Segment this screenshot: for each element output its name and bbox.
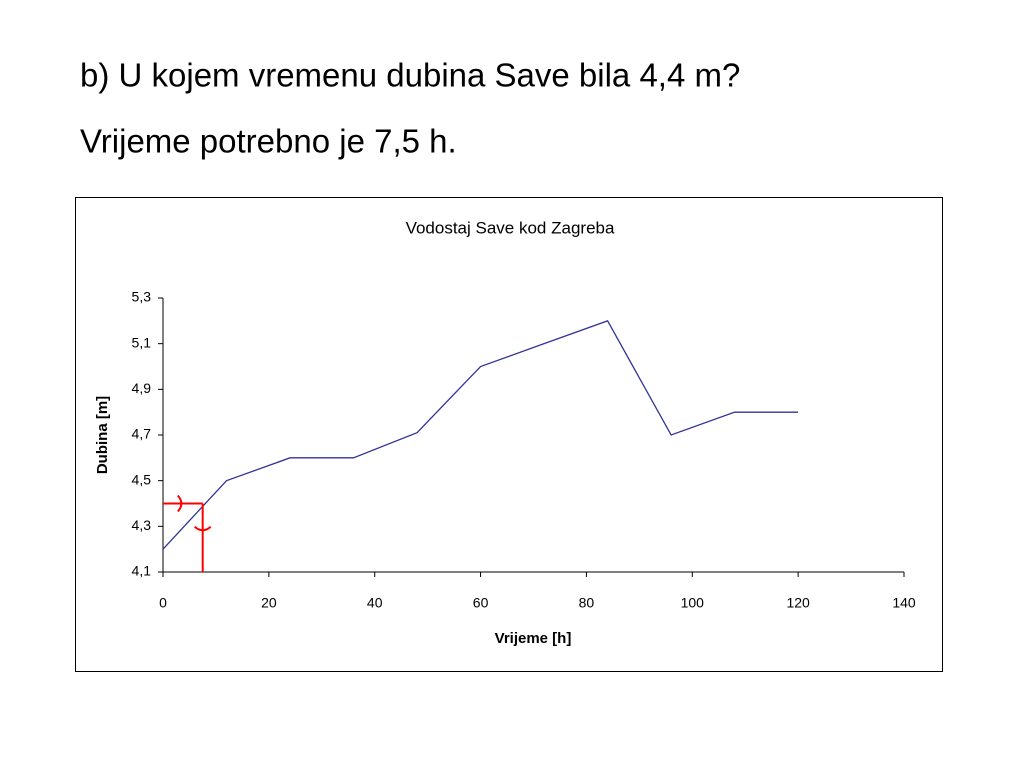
y-tick-label: 4,9	[132, 380, 152, 396]
answer: Vrijeme potrebno je 7,5 h.	[80, 123, 457, 160]
y-tick-label: 4,5	[132, 471, 152, 487]
y-axis-label: Dubina [m]	[94, 396, 111, 474]
x-tick-label: 20	[261, 595, 277, 611]
y-tick-label: 4,1	[132, 563, 152, 579]
x-tick-label: 140	[892, 595, 916, 611]
x-axis-label: Vrijeme [h]	[495, 630, 572, 647]
question: b) U kojem vremenu dubina Save bila 4,4 …	[80, 57, 740, 94]
x-tick-label: 0	[159, 595, 167, 611]
chart-title: Vodostaj Save kod Zagreba	[406, 218, 615, 237]
x-tick-label: 40	[367, 595, 383, 611]
arrow-head	[177, 494, 183, 513]
y-tick-label: 4,3	[132, 517, 152, 533]
data-line	[162, 320, 799, 550]
x-tick-label: 80	[579, 595, 595, 611]
x-tick-label: 100	[681, 595, 705, 611]
chart-frame	[75, 197, 943, 672]
y-tick-label: 5,1	[132, 334, 152, 350]
x-tick-label: 120	[786, 595, 810, 611]
x-tick-label: 60	[473, 595, 489, 611]
y-tick-label: 4,7	[132, 426, 152, 442]
y-tick-label: 5,3	[132, 289, 152, 305]
arrow-head	[194, 525, 212, 532]
